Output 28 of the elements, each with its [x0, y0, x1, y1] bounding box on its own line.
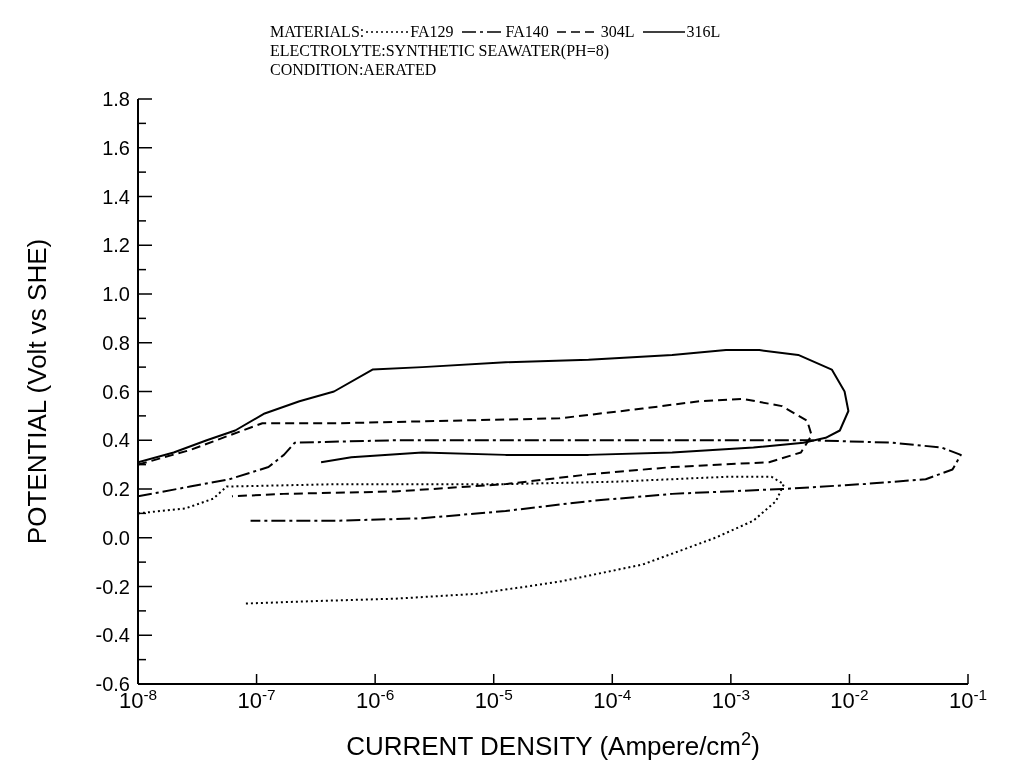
- y-tick-label: 1.0: [102, 283, 130, 305]
- legend-label: FA129: [410, 22, 454, 41]
- legend-label: FA140: [505, 22, 549, 41]
- y-tick-label: 0.0: [102, 526, 130, 549]
- x-axis-title: CURRENT DENSITY (Ampere/cm$^{2}$): [346, 729, 760, 761]
- y-tick-label: 1.8: [102, 88, 130, 110]
- y-tick-label: 1.2: [102, 234, 130, 257]
- y-axis-title: POTENTIAL (Volt vs SHE): [22, 238, 52, 545]
- x-tick-label: 10$^{-1}$: [948, 685, 988, 713]
- x-tick-label: 10$^{-5}$: [474, 685, 513, 713]
- y-tick-label: 0.6: [102, 380, 130, 403]
- y-tick-label: -0.2: [95, 575, 130, 598]
- legend-title: MATERIALS:: [270, 22, 365, 41]
- y-tick-label: 0.2: [102, 478, 130, 500]
- x-tick-label: 10$^{-6}$: [356, 685, 395, 713]
- x-tick-label: 10$^{-7}$: [237, 685, 276, 713]
- y-tick-label: 0.8: [102, 331, 130, 354]
- x-tick-label: 10$^{-4}$: [593, 685, 632, 713]
- text: ELECTROLYTE:SYNTHETIC SEAWATER(PH=8): [270, 41, 610, 60]
- legend-label: 316L: [686, 22, 721, 41]
- x-tick-label: 10$^{-3}$: [711, 685, 750, 713]
- y-tick-label: 0.4: [102, 429, 130, 452]
- x-tick-label: 10$^{-2}$: [830, 685, 869, 713]
- legend-label: 304L: [600, 22, 635, 41]
- text: CONDITION:AERATED: [270, 60, 438, 79]
- y-tick-label: 1.4: [102, 185, 130, 208]
- y-tick-label: -0.4: [95, 624, 130, 647]
- y-tick-label: 1.6: [102, 136, 130, 159]
